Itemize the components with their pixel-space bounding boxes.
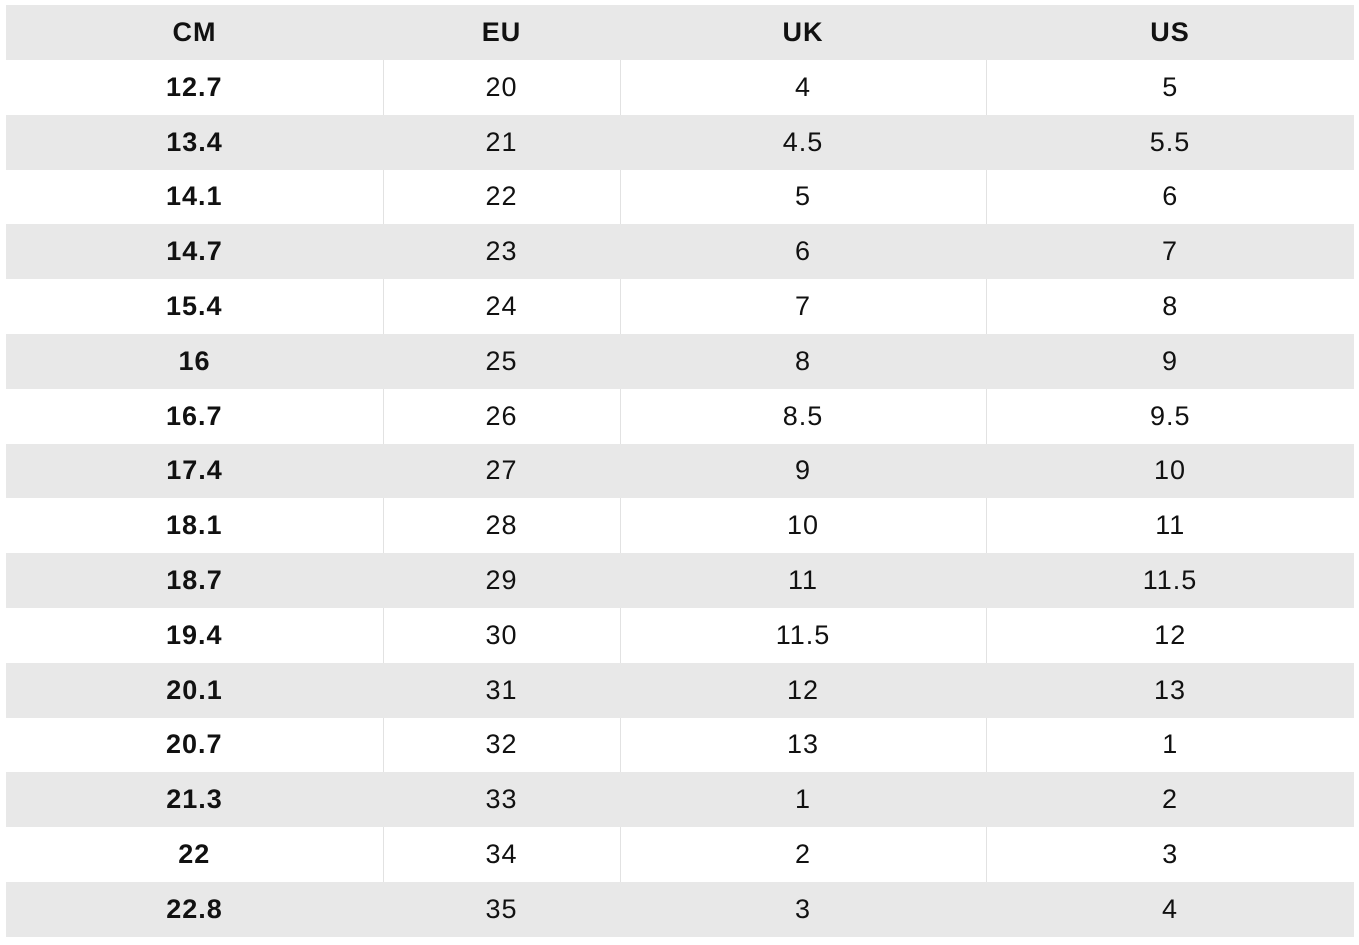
cell-uk: 11.5 xyxy=(619,607,986,663)
cell-us: 8 xyxy=(985,279,1354,334)
table-row: 16 25 8 9 xyxy=(6,333,1354,389)
cell-eu: 30 xyxy=(382,607,620,663)
cell-eu: 25 xyxy=(383,333,620,389)
cell-us: 4 xyxy=(986,881,1354,937)
cell-cm: 22.8 xyxy=(6,881,383,937)
cell-uk: 4 xyxy=(619,60,986,115)
table-row: 13.4 21 4.5 5.5 xyxy=(6,114,1354,170)
cell-eu: 33 xyxy=(383,772,620,828)
cell-uk: 13 xyxy=(619,717,986,773)
cell-cm: 15.4 xyxy=(6,279,383,334)
cell-eu: 23 xyxy=(383,224,620,280)
cell-eu: 35 xyxy=(383,881,620,937)
table-row: 20.1 31 12 13 xyxy=(6,662,1354,718)
cell-us: 11 xyxy=(985,498,1354,554)
cell-cm: 12.7 xyxy=(6,60,383,115)
cell-cm: 21.3 xyxy=(6,772,383,828)
cell-uk: 7 xyxy=(619,279,986,334)
table-body: 12.7 20 4 5 13.4 21 4.5 5.5 14.1 22 5 6 14.7 23 6 7 15.4… xyxy=(6,60,1354,937)
cell-us: 7 xyxy=(986,224,1354,280)
cell-us: 5.5 xyxy=(986,114,1354,170)
cell-cm: 17.4 xyxy=(6,443,383,499)
cell-us: 12 xyxy=(985,607,1354,663)
size-chart-table: CM EU UK US 12.7 20 4 5 13.4 21 4.5 5.5 14.1 22 5 6… xyxy=(6,5,1354,937)
header-cm: CM xyxy=(6,5,383,60)
cell-uk: 9 xyxy=(620,443,986,499)
cell-uk: 10 xyxy=(619,498,986,554)
cell-eu: 31 xyxy=(383,662,620,718)
cell-cm: 14.7 xyxy=(6,224,383,280)
table-row: 14.1 22 5 6 xyxy=(6,169,1354,225)
cell-uk: 8 xyxy=(620,333,986,389)
cell-cm: 18.7 xyxy=(6,553,383,608)
cell-us: 6 xyxy=(985,169,1354,225)
table-row: 17.4 27 9 10 xyxy=(6,443,1354,499)
cell-eu: 27 xyxy=(383,443,620,499)
cell-eu: 24 xyxy=(382,279,620,334)
table-row: 19.4 30 11.5 12 xyxy=(6,607,1354,663)
table-row: 20.7 32 13 1 xyxy=(6,717,1354,773)
cell-uk: 6 xyxy=(620,224,986,280)
cell-uk: 2 xyxy=(619,827,986,882)
cell-cm: 20.1 xyxy=(6,662,383,718)
cell-uk: 11 xyxy=(620,553,986,608)
cell-us: 9 xyxy=(986,333,1354,389)
header-uk: UK xyxy=(620,5,986,60)
cell-eu: 28 xyxy=(382,498,620,554)
cell-eu: 32 xyxy=(382,717,620,773)
cell-cm: 16 xyxy=(6,333,383,389)
table-row: 22.8 35 3 4 xyxy=(6,881,1354,937)
table-row: 18.7 29 11 11.5 xyxy=(6,553,1354,608)
header-eu: EU xyxy=(383,5,620,60)
cell-eu: 22 xyxy=(382,169,620,225)
cell-us: 10 xyxy=(986,443,1354,499)
cell-eu: 21 xyxy=(383,114,620,170)
size-chart: CM EU UK US 12.7 20 4 5 13.4 21 4.5 5.5 14.1 22 5 6… xyxy=(6,5,1354,937)
cell-us: 9.5 xyxy=(985,388,1354,444)
table-row: 16.7 26 8.5 9.5 xyxy=(6,388,1354,444)
cell-uk: 8.5 xyxy=(619,388,986,444)
cell-uk: 1 xyxy=(620,772,986,828)
cell-us: 2 xyxy=(986,772,1354,828)
table-row: 18.1 28 10 11 xyxy=(6,498,1354,554)
table-row: 22 34 2 3 xyxy=(6,827,1354,882)
cell-cm: 20.7 xyxy=(6,717,383,773)
cell-us: 5 xyxy=(985,60,1354,115)
table-row: 15.4 24 7 8 xyxy=(6,279,1354,334)
cell-uk: 12 xyxy=(620,662,986,718)
header-row: CM EU UK US xyxy=(6,5,1354,60)
table-row: 21.3 33 1 2 xyxy=(6,772,1354,828)
cell-cm: 22 xyxy=(6,827,383,882)
cell-us: 3 xyxy=(985,827,1354,882)
header-us: US xyxy=(986,5,1354,60)
cell-us: 13 xyxy=(986,662,1354,718)
cell-cm: 16.7 xyxy=(6,388,383,444)
cell-eu: 26 xyxy=(382,388,620,444)
cell-cm: 14.1 xyxy=(6,169,383,225)
table-row: 12.7 20 4 5 xyxy=(6,60,1354,115)
cell-eu: 20 xyxy=(382,60,620,115)
cell-eu: 29 xyxy=(383,553,620,608)
cell-cm: 19.4 xyxy=(6,607,383,663)
cell-cm: 18.1 xyxy=(6,498,383,554)
cell-uk: 3 xyxy=(620,881,986,937)
cell-cm: 13.4 xyxy=(6,114,383,170)
cell-uk: 4.5 xyxy=(620,114,986,170)
table-row: 14.7 23 6 7 xyxy=(6,224,1354,280)
cell-us: 11.5 xyxy=(986,553,1354,608)
cell-eu: 34 xyxy=(382,827,620,882)
cell-us: 1 xyxy=(985,717,1354,773)
cell-uk: 5 xyxy=(619,169,986,225)
